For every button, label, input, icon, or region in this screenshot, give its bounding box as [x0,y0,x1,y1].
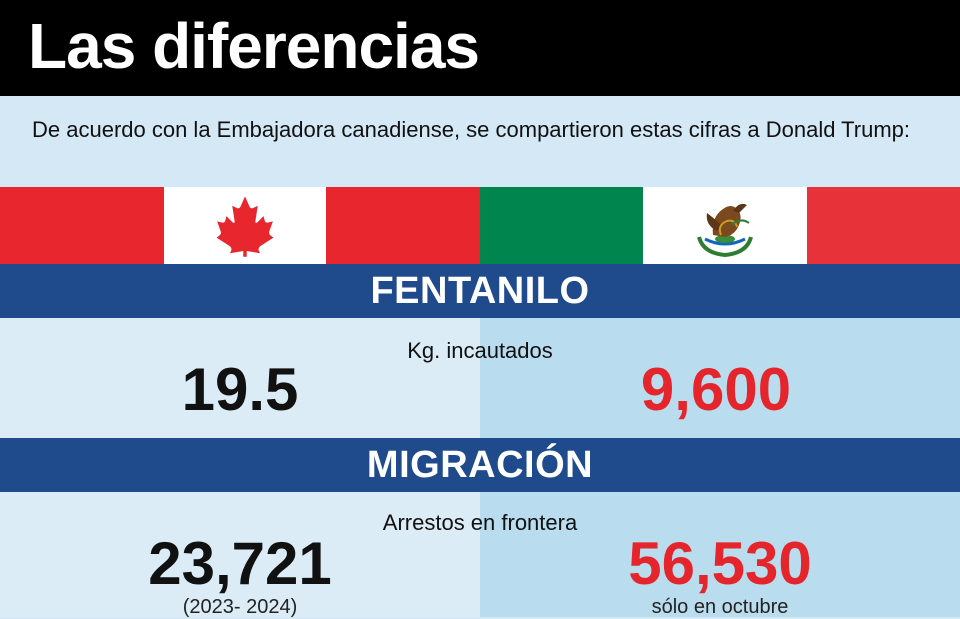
migracion-mexico-note: sólo en octubre [651,596,789,618]
mexico-flag-center [643,187,807,264]
migracion-heading: MIGRACIÓN [366,444,594,486]
fentanilo-canada-panel [0,318,480,438]
mexico-flag-green-band [480,187,643,264]
fentanilo-heading: FENTANILO [370,270,590,312]
fentanilo-mexico-panel [480,318,960,438]
intro-text: De acuerdo con la Embajadora canadiense,… [32,117,911,142]
eagle-coat-of-arms-icon [697,203,753,257]
page-title: Las diferencias [28,10,480,82]
migracion-mexico-panel [480,492,960,617]
mexico-flag-red-band [807,187,960,264]
migracion-mexico-value: 56,530 [628,530,812,597]
fentanilo-bar [0,264,960,318]
migracion-canada-panel [0,492,480,617]
migracion-bar [0,438,960,492]
migracion-canada-note: (2023- 2024) [182,596,298,618]
migracion-canada-value: 23,721 [148,530,332,597]
fentanilo-mexico-value: 9,600 [640,356,792,423]
canada-flag-center [164,187,326,264]
intro-area [0,96,960,187]
maple-leaf-icon [216,195,274,257]
mexico-flag [480,187,960,264]
fentanilo-canada-value: 19.5 [181,356,299,423]
canada-flag [0,187,480,264]
flags-row [0,187,960,264]
canada-flag-right-band [326,187,480,264]
migracion-label: Arrestos en frontera [382,510,578,535]
fentanilo-label: Kg. incautados [407,338,553,363]
title-bar [0,0,960,96]
canada-flag-left-band [0,187,164,264]
